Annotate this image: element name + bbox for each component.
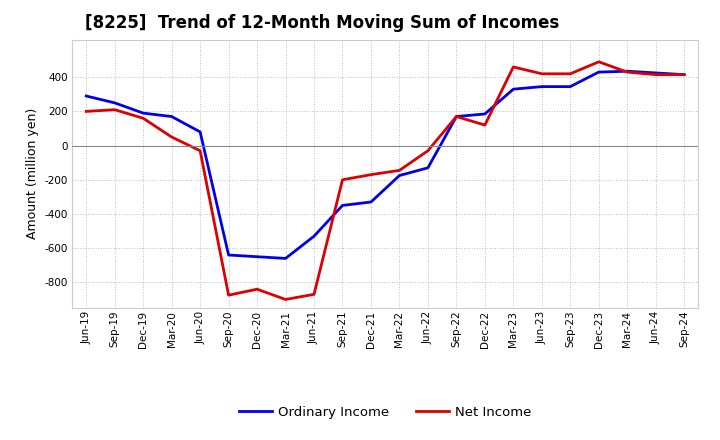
Net Income [480,122,489,128]
Line: Ordinary Income: Ordinary Income [86,71,684,258]
Ordinary Income [310,234,318,239]
Net Income [253,286,261,292]
Net Income [652,72,660,77]
Net Income [537,71,546,77]
Net Income [595,59,603,65]
Net Income [395,168,404,173]
Net Income [82,109,91,114]
Ordinary Income [253,254,261,259]
Net Income [196,148,204,154]
Legend: Ordinary Income, Net Income: Ordinary Income, Net Income [233,400,537,424]
Ordinary Income [566,84,575,89]
Ordinary Income [110,100,119,106]
Line: Net Income: Net Income [86,62,684,300]
Text: [8225]  Trend of 12-Month Moving Sum of Incomes: [8225] Trend of 12-Month Moving Sum of I… [84,15,559,33]
Net Income [366,172,375,177]
Ordinary Income [366,199,375,205]
Net Income [338,177,347,183]
Ordinary Income [537,84,546,89]
Ordinary Income [452,114,461,119]
Net Income [423,148,432,154]
Net Income [623,70,631,75]
Net Income [452,114,461,119]
Net Income [509,64,518,70]
Ordinary Income [509,87,518,92]
Ordinary Income [423,165,432,170]
Ordinary Income [282,256,290,261]
Net Income [225,293,233,298]
Ordinary Income [167,114,176,119]
Net Income [167,134,176,139]
Ordinary Income [139,110,148,116]
Net Income [282,297,290,302]
Ordinary Income [196,129,204,135]
Net Income [139,116,148,121]
Net Income [680,72,688,77]
Net Income [310,292,318,297]
Ordinary Income [595,70,603,75]
Ordinary Income [82,93,91,99]
Ordinary Income [623,69,631,74]
Ordinary Income [680,72,688,77]
Net Income [566,71,575,77]
Net Income [110,107,119,112]
Ordinary Income [395,173,404,178]
Ordinary Income [225,253,233,258]
Ordinary Income [480,111,489,117]
Y-axis label: Amount (million yen): Amount (million yen) [26,108,39,239]
Ordinary Income [338,203,347,208]
Ordinary Income [652,70,660,76]
